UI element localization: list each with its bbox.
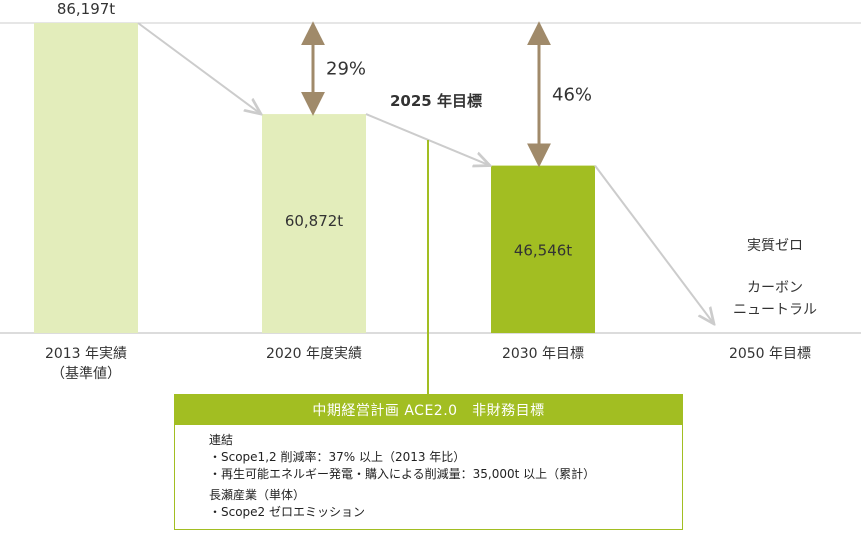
trend-arrow-2 [594, 165, 714, 324]
category-label-3: 2050 年目標 [729, 346, 811, 362]
reduction-label-0: 29% [326, 59, 366, 80]
zero-label-line-2: ニュートラル [733, 302, 817, 318]
target-box-body: 連結 ・Scope1,2 削減率：37% 以上（2013 年比） ・再生可能エネ… [175, 425, 682, 521]
milestone-label: 2025 年目標 [390, 92, 482, 110]
target-item: ・Scope1,2 削減率：37% 以上（2013 年比） [209, 450, 466, 464]
category-label-line: 2013 年実績 [45, 346, 127, 362]
category-label-2: 2030 年目標 [502, 346, 584, 362]
trend-arrow-0 [137, 22, 261, 114]
target-group-consolidated: 連結 ・Scope1,2 削減率：37% 以上（2013 年比） ・再生可能エネ… [209, 432, 682, 483]
bar-1 [262, 114, 366, 333]
value-label-0: 86,197t [57, 0, 115, 18]
reduction-label-1: 46% [552, 84, 592, 105]
zero-label-line-1: カーボン [747, 280, 803, 296]
value-label-1: 60,872t [285, 212, 343, 230]
target-item: ・Scope2 ゼロエミッション [209, 505, 366, 519]
target-group-nagase: 長瀬産業（単体） ・Scope2 ゼロエミッション [209, 487, 682, 521]
category-label-0: 2013 年実績 （基準値） [45, 346, 127, 382]
target-box-title: 中期経営計画 ACE2.0 非財務目標 [175, 395, 682, 425]
category-label-line: （基準値） [51, 365, 121, 382]
emissions-chart: 86,197t 60,872t 46,546t 29% 46% 2013 年実績 （基準値）… [0, 0, 861, 395]
target-item: ・再生可能エネルギー発電・購入による削減量：35,000t 以上（累計） [209, 467, 596, 481]
target-group-heading: 長瀬産業（単体） [209, 488, 306, 502]
target-box: 中期経営計画 ACE2.0 非財務目標 連結 ・Scope1,2 削減率：37%… [174, 394, 683, 530]
category-label-line: 2020 年度実績 [266, 346, 362, 362]
category-label-line: 2030 年目標 [502, 346, 584, 362]
category-label-line: 2050 年目標 [729, 346, 811, 362]
value-label-2: 46,546t [514, 242, 572, 260]
target-group-heading: 連結 [209, 433, 234, 447]
category-label-1: 2020 年度実績 [266, 346, 362, 362]
trend-arrow-1 [365, 113, 490, 166]
zero-label-line-0: 実質ゼロ [747, 238, 803, 254]
bar-0 [34, 23, 138, 333]
bar-2 [491, 165, 595, 333]
